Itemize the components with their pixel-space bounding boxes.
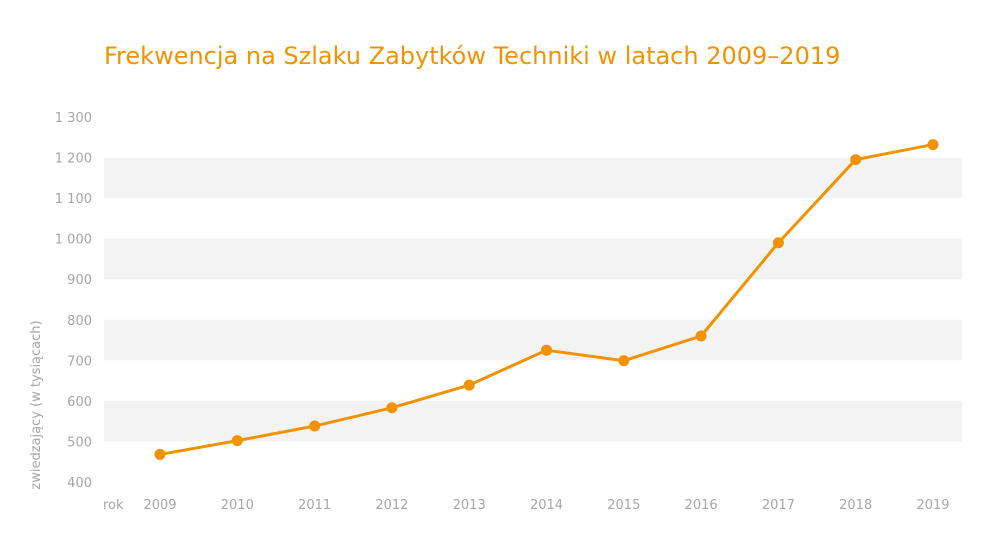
data-point bbox=[231, 435, 243, 447]
y-axis-label: zwiedzający (w tysiącach) bbox=[29, 320, 44, 489]
y-tick-label: 700 bbox=[67, 354, 92, 369]
y-tick-label: 1 000 bbox=[55, 233, 92, 248]
x-tick-label: 2015 bbox=[607, 498, 640, 513]
y-tick-label: 400 bbox=[67, 476, 92, 491]
y-tick-label: 1 300 bbox=[55, 111, 92, 126]
grid-band bbox=[104, 319, 962, 361]
grid-bands bbox=[104, 157, 962, 442]
y-tick-label: 1 200 bbox=[55, 152, 92, 167]
data-point bbox=[154, 448, 166, 460]
y-tick-label: 900 bbox=[67, 273, 92, 288]
x-tick-label: 2009 bbox=[143, 498, 176, 513]
x-tick-label: 2018 bbox=[839, 498, 872, 513]
y-tick-labels: 400 500 600 700 800 900 1 000 1 100 1 200 1 300 bbox=[55, 111, 92, 491]
data-point bbox=[772, 237, 784, 249]
data-points bbox=[154, 139, 939, 460]
x-axis-label: rok bbox=[103, 498, 124, 513]
data-point bbox=[386, 402, 398, 414]
y-tick-label: 500 bbox=[67, 435, 92, 450]
x-tick-label: 2010 bbox=[221, 498, 254, 513]
data-point bbox=[927, 139, 939, 151]
data-point bbox=[850, 154, 862, 166]
chart-title: Frekwencja na Szlaku Zabytków Techniki w… bbox=[104, 42, 841, 70]
data-point bbox=[309, 420, 321, 432]
y-tick-label: 800 bbox=[67, 314, 92, 329]
x-tick-label: 2019 bbox=[916, 498, 949, 513]
x-tick-label: 2011 bbox=[298, 498, 331, 513]
grid-band bbox=[104, 238, 962, 280]
x-tick-label: 2014 bbox=[530, 498, 563, 513]
x-tick-labels: 2009 2010 2011 2012 2013 2014 2015 2016 2017 2018… bbox=[143, 498, 949, 513]
x-tick-label: 2012 bbox=[375, 498, 408, 513]
y-tick-label: 1 100 bbox=[55, 192, 92, 207]
y-tick-label: 600 bbox=[67, 395, 92, 410]
x-tick-label: 2016 bbox=[685, 498, 718, 513]
data-point bbox=[541, 344, 552, 356]
x-tick-label: 2017 bbox=[762, 498, 795, 513]
grid-band bbox=[104, 157, 962, 199]
data-point bbox=[618, 355, 630, 367]
data-point bbox=[463, 379, 475, 391]
data-point bbox=[695, 330, 707, 342]
grid-band bbox=[104, 400, 962, 442]
x-tick-label: 2013 bbox=[453, 498, 486, 513]
